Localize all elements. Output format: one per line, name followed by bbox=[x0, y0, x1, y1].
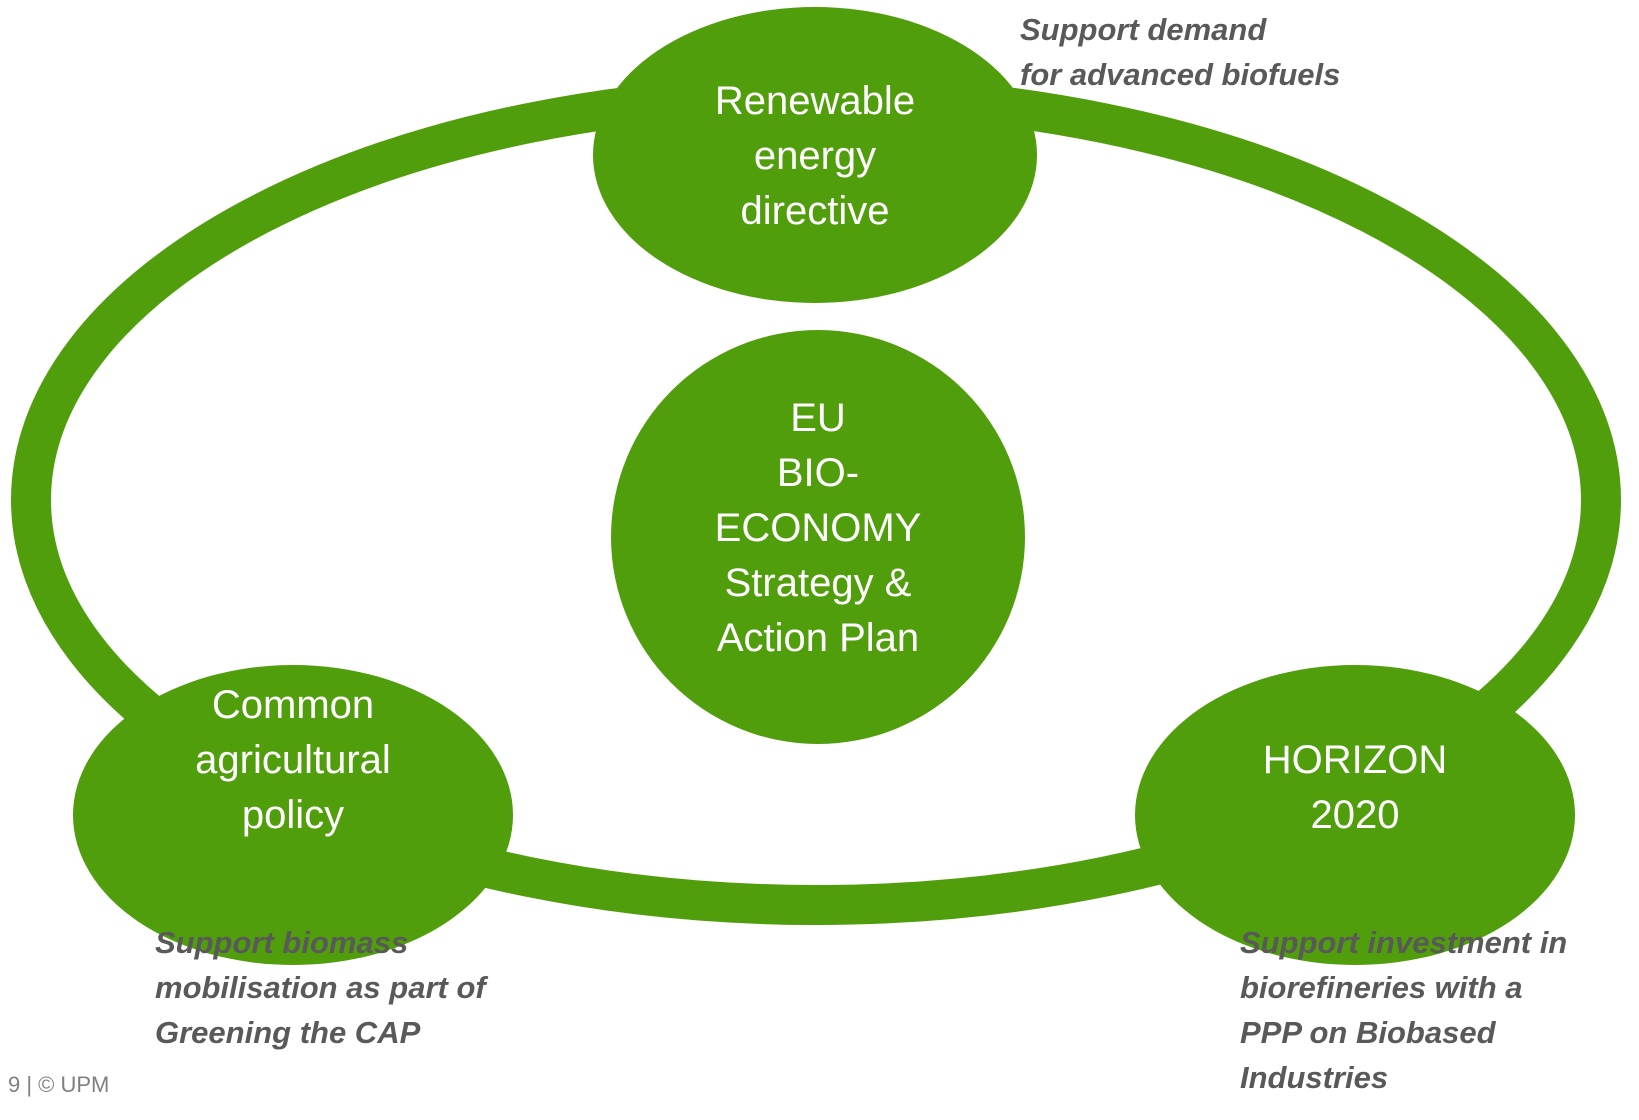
node-label: EU bbox=[790, 396, 846, 440]
node-label: directive bbox=[741, 189, 890, 233]
node-ellipse bbox=[1135, 665, 1575, 965]
node-label: Renewable bbox=[715, 79, 915, 123]
note-text: Industries bbox=[1240, 1060, 1388, 1095]
node-label: Common bbox=[212, 683, 374, 727]
note-text: Support demand bbox=[1020, 12, 1267, 47]
node-label: BIO- bbox=[777, 451, 859, 495]
node-circle bbox=[611, 330, 1025, 744]
note-text: biorefineries with a bbox=[1240, 970, 1523, 1005]
node-label: policy bbox=[242, 793, 344, 837]
note-text: PPP on Biobased bbox=[1240, 1015, 1497, 1050]
footer: 9 | © UPM bbox=[8, 1072, 109, 1097]
note-text: Support investment in bbox=[1240, 925, 1567, 960]
note-text: mobilisation as part of bbox=[155, 970, 488, 1005]
node-label: energy bbox=[754, 134, 876, 178]
note-text: Greening the CAP bbox=[155, 1015, 421, 1050]
node-label: HORIZON bbox=[1263, 738, 1447, 782]
node-ellipse bbox=[593, 7, 1037, 303]
node-ellipse bbox=[73, 665, 513, 965]
node-label: 2020 bbox=[1311, 793, 1400, 837]
node-label: agricultural bbox=[195, 738, 391, 782]
note-text: for advanced biofuels bbox=[1020, 57, 1340, 92]
node-label: ECONOMY bbox=[715, 506, 922, 550]
note-text: Support biomass bbox=[155, 925, 408, 960]
node-label: Strategy & bbox=[725, 561, 912, 605]
node-label: Action Plan bbox=[717, 616, 919, 660]
